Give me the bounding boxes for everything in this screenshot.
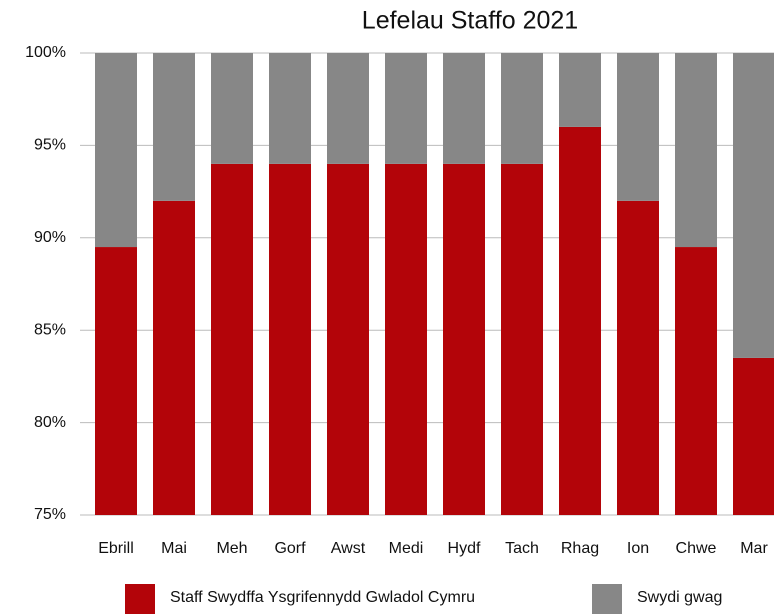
legend-swatch <box>592 584 622 614</box>
x-tick-label: Ebrill <box>98 540 134 557</box>
y-tick-label: 90% <box>34 229 66 246</box>
bar-segment <box>559 126 601 516</box>
chart-title: Lefelau Staffo 2021 <box>362 7 578 35</box>
bar-segment <box>385 53 427 164</box>
bar-segment <box>211 53 253 164</box>
bar-segment <box>327 163 369 515</box>
legend-swatch <box>125 584 155 614</box>
bar-segment <box>675 53 717 248</box>
bar-segment <box>95 247 137 516</box>
y-tick-label: 95% <box>34 137 66 154</box>
bar-segment <box>675 247 717 516</box>
bar-segment <box>617 53 659 201</box>
y-tick-label: 80% <box>34 414 66 431</box>
x-tick-label: Ion <box>627 540 649 557</box>
bar-segment <box>733 53 774 358</box>
x-tick-label: Mar <box>740 540 768 557</box>
bar-segment <box>269 53 311 164</box>
legend-label: Swydi gwag <box>637 589 722 606</box>
bar-segment <box>211 163 253 515</box>
bar-segment <box>733 357 774 515</box>
bar-segment <box>443 53 485 164</box>
x-tick-label: Awst <box>331 540 366 557</box>
y-tick-label: 85% <box>34 321 66 338</box>
bar-segment <box>95 53 137 248</box>
bar-segment <box>385 163 427 515</box>
bar-segment <box>153 200 195 515</box>
bar-segment <box>153 53 195 201</box>
bar-segment <box>501 163 543 515</box>
x-tick-label: Hydf <box>448 540 481 557</box>
x-tick-label: Chwe <box>676 540 717 557</box>
bar-segment <box>443 163 485 515</box>
x-tick-label: Tach <box>505 540 539 557</box>
x-tick-label: Gorf <box>274 540 306 557</box>
bar-segment <box>327 53 369 164</box>
bar-segment <box>559 53 601 127</box>
legend-label: Staff Swydffa Ysgrifennydd Gwladol Cymru <box>170 589 475 606</box>
y-tick-label: 75% <box>34 506 66 523</box>
x-tick-label: Medi <box>389 540 424 557</box>
x-tick-label: Mai <box>161 540 187 557</box>
bar-segment <box>617 200 659 515</box>
x-tick-label: Meh <box>216 540 247 557</box>
bar-segment <box>269 163 311 515</box>
bar-segment <box>501 53 543 164</box>
x-tick-label: Rhag <box>561 540 599 557</box>
y-tick-label: 100% <box>25 44 66 61</box>
